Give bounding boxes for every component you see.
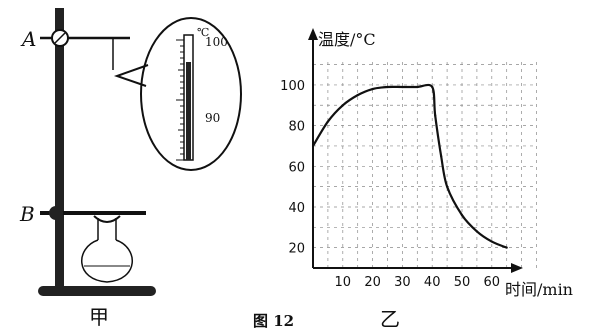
series-point xyxy=(490,240,493,243)
series-point xyxy=(326,120,329,123)
series-point xyxy=(356,94,359,97)
y-tick-label: 40 xyxy=(288,201,305,216)
x-axis-arrow xyxy=(511,263,523,273)
x-tick-label: 60 xyxy=(484,275,501,290)
x-tick-label: 10 xyxy=(335,275,352,290)
clamp-b-jaw xyxy=(93,215,121,223)
clamp-a-label: A xyxy=(20,27,36,51)
thermometer-ticks xyxy=(176,39,184,161)
y-tick-label: 100 xyxy=(280,79,305,94)
series-point xyxy=(371,87,374,91)
figure-number-label: 图 12 xyxy=(253,312,294,330)
series-point xyxy=(311,144,315,148)
series-point xyxy=(460,214,464,217)
series-point xyxy=(475,230,478,233)
flask-bulb xyxy=(81,239,133,283)
y-tick-label: 60 xyxy=(288,160,305,175)
flask-neck xyxy=(97,218,117,240)
series-point xyxy=(446,185,449,188)
series-point xyxy=(434,114,437,117)
series-points xyxy=(311,85,508,249)
stand-rod xyxy=(55,8,64,292)
series-point xyxy=(431,85,434,89)
series-point xyxy=(416,85,419,89)
x-tick-label: 30 xyxy=(394,275,411,290)
mercury-column xyxy=(186,62,191,160)
graph-panel-label: 乙 xyxy=(380,307,400,331)
stand-base xyxy=(38,286,156,296)
x-tick-label: 40 xyxy=(424,275,441,290)
series-point xyxy=(505,246,508,249)
y-axis-label: 温度/°C xyxy=(318,30,376,49)
series-line-temperature xyxy=(312,83,508,249)
y-axis-arrow xyxy=(308,28,318,40)
y-tick-labels: 20 40 60 80 100 xyxy=(280,79,305,257)
clamp-a-knob-mark xyxy=(54,32,66,44)
y-tick-label: 20 xyxy=(288,242,305,257)
apparatus-panel-label: 甲 xyxy=(89,305,109,329)
x-tick-labels: 10 20 30 40 50 60 xyxy=(335,275,501,290)
thermometer-unit: ℃ xyxy=(197,26,209,39)
series-point xyxy=(386,85,389,89)
thermometer-scale xyxy=(176,34,194,161)
grid-lines xyxy=(313,59,537,268)
callout-bubble-outline xyxy=(140,17,242,171)
x-tick-label: 50 xyxy=(454,275,471,290)
series-point xyxy=(341,104,344,107)
callout-bubble xyxy=(113,64,149,87)
x-tick-label: 20 xyxy=(364,275,381,290)
clamp-b-label: B xyxy=(19,202,35,226)
apparatus-panel: A ℃ 100 90 B 甲 xyxy=(19,8,242,329)
series-point xyxy=(440,155,443,158)
series-point xyxy=(401,85,404,89)
y-tick-label: 80 xyxy=(288,120,305,135)
thermometer-upper-label: 100 xyxy=(205,35,228,49)
thermometer-lower-label: 90 xyxy=(205,111,220,125)
clamp-b-knob xyxy=(49,206,63,220)
x-axis-label: 时间/min xyxy=(505,280,573,299)
temperature-time-graph: 10 20 30 40 50 60 20 40 60 80 100 温度/°C 时间/min 乙 xyxy=(280,28,573,331)
